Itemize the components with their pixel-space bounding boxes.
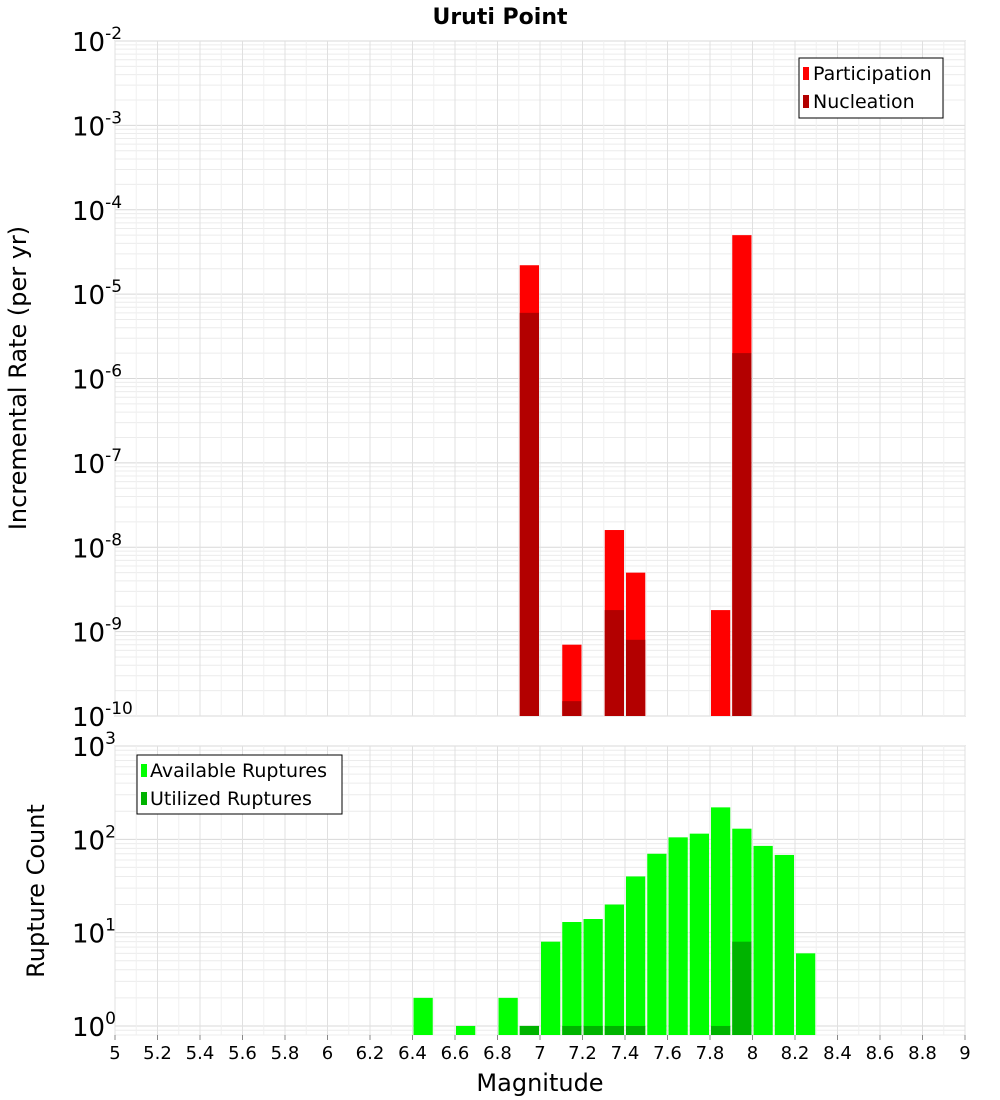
x-tick-label: 7.2 xyxy=(568,1043,597,1064)
bottom-bar-available-ruptures xyxy=(456,1025,476,1035)
x-tick-label: 7 xyxy=(534,1043,545,1064)
x-tick-label: 7.4 xyxy=(611,1043,640,1064)
bottom-bar-utilized-ruptures xyxy=(626,1025,646,1035)
top-bar-participation xyxy=(562,644,582,716)
bottom-bar-utilized-ruptures xyxy=(583,1025,603,1035)
bottom-legend: Available Ruptures Utilized Ruptures xyxy=(136,754,343,815)
top-bar-participation xyxy=(711,610,731,716)
bottom-bar-available-ruptures xyxy=(413,997,433,1035)
bottom-bar-available-ruptures xyxy=(626,876,646,1035)
bottom-bar-available-ruptures xyxy=(753,845,773,1035)
top-y-tick-label: 10-6 xyxy=(72,362,122,396)
bottom-y-tick-label: 101 xyxy=(72,916,116,950)
bottom-legend-box xyxy=(136,754,343,815)
top-bar-nucleation xyxy=(732,353,752,716)
top-y-tick-label: 10-5 xyxy=(72,277,122,311)
bottom-bar-available-ruptures xyxy=(689,833,709,1035)
bottom-bar-utilized-ruptures xyxy=(562,1025,582,1035)
chart-title: Uruti Point xyxy=(432,5,568,30)
x-tick-label: 5.4 xyxy=(186,1043,215,1064)
nucleation-legend-swatch xyxy=(803,95,809,108)
x-tick-label: 6.8 xyxy=(483,1043,512,1064)
top-y-tick-label: 10-9 xyxy=(72,615,122,649)
bottom-bar-available-ruptures xyxy=(541,941,561,1035)
top-y-tick-label: 10-2 xyxy=(72,24,122,58)
bottom-bar-available-ruptures xyxy=(562,922,582,1035)
x-tick-label: 9 xyxy=(959,1043,970,1064)
top-y-tick-label: 10-4 xyxy=(72,193,122,227)
nucleation-legend-label: Nucleation xyxy=(813,91,915,113)
top-panel: 10-10 10-9 10-8 10-7 10-6 10-5 10-4 10-3 10-2 In… xyxy=(4,24,966,733)
bottom-panel: 100 101 102 103 Rupture Count Available Rup… xyxy=(22,729,966,1043)
bottom-y-tick-label: 100 xyxy=(72,1009,116,1043)
x-axis-ticks: 5 5.2 5.4 5.6 5.8 6 6.2 6.4 6.6 6.8 7 7.2 7.4 7.6 7.8 8… xyxy=(109,1035,971,1064)
bottom-bar-available-ruptures xyxy=(583,919,603,1035)
bottom-bar-available-ruptures xyxy=(774,854,794,1035)
participation-legend-swatch xyxy=(803,67,809,80)
bottom-y-ticks: 100 101 102 103 xyxy=(72,729,116,1043)
top-bars xyxy=(519,235,752,716)
x-tick-label: 5.6 xyxy=(228,1043,257,1064)
bottom-bar-available-ruptures xyxy=(668,837,688,1035)
x-tick-label: 5 xyxy=(109,1043,120,1064)
x-tick-label: 5.2 xyxy=(143,1043,172,1064)
x-tick-label: 6.2 xyxy=(356,1043,385,1064)
top-bar-nucleation xyxy=(519,312,539,716)
x-tick-label: 8 xyxy=(747,1043,758,1064)
bottom-bar-available-ruptures xyxy=(604,904,624,1035)
top-y-tick-label: 10-7 xyxy=(72,446,122,480)
x-tick-label: 8.6 xyxy=(866,1043,895,1064)
x-tick-label: 8.2 xyxy=(781,1043,810,1064)
utilized-legend-swatch xyxy=(141,792,147,805)
top-bar-nucleation xyxy=(562,701,582,716)
top-y-axis-label: Incremental Rate (per yr) xyxy=(4,226,32,530)
bottom-y-tick-label: 103 xyxy=(72,729,116,763)
x-tick-label: 6 xyxy=(322,1043,333,1064)
bottom-bar-utilized-ruptures xyxy=(519,1025,539,1035)
top-y-tick-label: 10-10 xyxy=(72,699,133,733)
top-legend-box xyxy=(798,57,944,119)
x-tick-label: 5.8 xyxy=(271,1043,300,1064)
top-legend: Participation Nucleation xyxy=(798,57,944,119)
available-legend-swatch xyxy=(141,764,147,777)
bottom-bar-available-ruptures xyxy=(647,853,667,1035)
bottom-y-tick-label: 102 xyxy=(72,822,116,856)
top-bar-nucleation xyxy=(626,639,646,716)
x-tick-label: 8.8 xyxy=(908,1043,937,1064)
x-tick-label: 6.4 xyxy=(398,1043,427,1064)
x-axis-label: Magnitude xyxy=(476,1069,603,1097)
bottom-bar-available-ruptures xyxy=(711,807,731,1035)
top-bar-nucleation xyxy=(604,610,624,716)
x-tick-label: 6.6 xyxy=(441,1043,470,1064)
bottom-bars xyxy=(413,807,816,1035)
top-y-tick-label: 10-3 xyxy=(72,108,122,142)
x-tick-label: 7.6 xyxy=(653,1043,682,1064)
bottom-bar-utilized-ruptures xyxy=(711,1025,731,1035)
top-y-tick-label: 10-8 xyxy=(72,530,122,564)
bottom-bar-utilized-ruptures xyxy=(604,1025,624,1035)
bottom-y-axis-label: Rupture Count xyxy=(22,804,50,978)
participation-legend-label: Participation xyxy=(813,63,932,85)
bottom-bar-available-ruptures xyxy=(796,953,816,1035)
top-y-ticks: 10-10 10-9 10-8 10-7 10-6 10-5 10-4 10-3 10-2 xyxy=(72,24,133,733)
top-gridlines xyxy=(114,40,966,717)
available-legend-label: Available Ruptures xyxy=(150,760,327,782)
bottom-bar-utilized-ruptures xyxy=(732,941,752,1035)
utilized-legend-label: Utilized Ruptures xyxy=(150,788,312,810)
x-tick-label: 7.8 xyxy=(696,1043,725,1064)
bottom-bar-available-ruptures xyxy=(498,997,518,1035)
x-tick-label: 8.4 xyxy=(823,1043,852,1064)
